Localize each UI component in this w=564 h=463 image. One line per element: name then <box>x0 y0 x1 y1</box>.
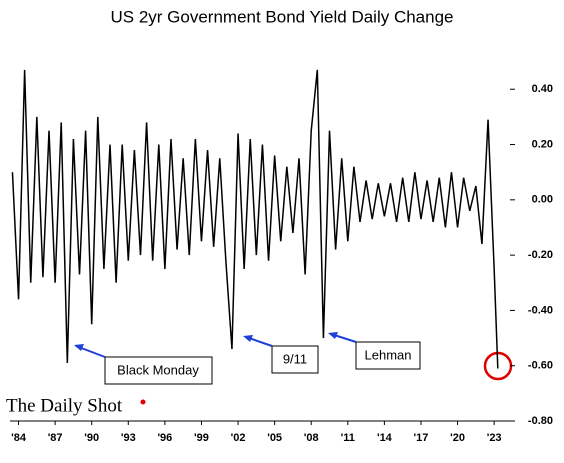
annotation: Lehman <box>365 347 412 362</box>
source-logo: The Daily Shot <box>6 395 123 416</box>
x-tick-label: '08 <box>304 432 319 444</box>
line <box>11 69 499 369</box>
annotation-box <box>355 341 421 370</box>
y-tick-label: -0.20 <box>528 249 553 261</box>
x-tick-label: '17 <box>414 432 429 444</box>
arrowhead <box>328 332 338 339</box>
y-tick-label: 0.00 <box>532 194 553 206</box>
x-tick-label: '11 <box>341 432 355 444</box>
x-tick-label: '02 <box>231 432 246 444</box>
y-tick-label: -0.40 <box>528 304 553 316</box>
annotation: Black Monday <box>117 362 199 377</box>
annotation-box <box>271 345 319 374</box>
x-tick-label: '84 <box>11 432 27 444</box>
x-tick-label: '96 <box>157 432 172 444</box>
x-tick-label: '93 <box>121 432 136 444</box>
arrowhead <box>243 335 253 342</box>
x-tick-label: '99 <box>194 432 209 444</box>
x-tick-label: '23 <box>487 432 502 444</box>
x-tick-label: '20 <box>450 432 465 444</box>
x-tick-label: '05 <box>267 432 282 444</box>
y-tick-label: 0.20 <box>532 138 553 150</box>
y-tick-label: 0.40 <box>532 83 553 95</box>
x-tick-label: '90 <box>84 432 99 444</box>
annotation-box <box>104 356 213 385</box>
arrowhead <box>74 344 84 351</box>
chart-title: US 2yr Government Bond Yield Daily Chang… <box>110 7 453 26</box>
y-tick-label: -0.80 <box>528 415 553 427</box>
annotation: 9/11 <box>283 351 307 366</box>
logo-dot <box>140 399 146 405</box>
y-tick-label: -0.60 <box>528 360 553 372</box>
x-tick-label: '14 <box>377 432 393 444</box>
x-tick-label: '87 <box>48 432 63 444</box>
